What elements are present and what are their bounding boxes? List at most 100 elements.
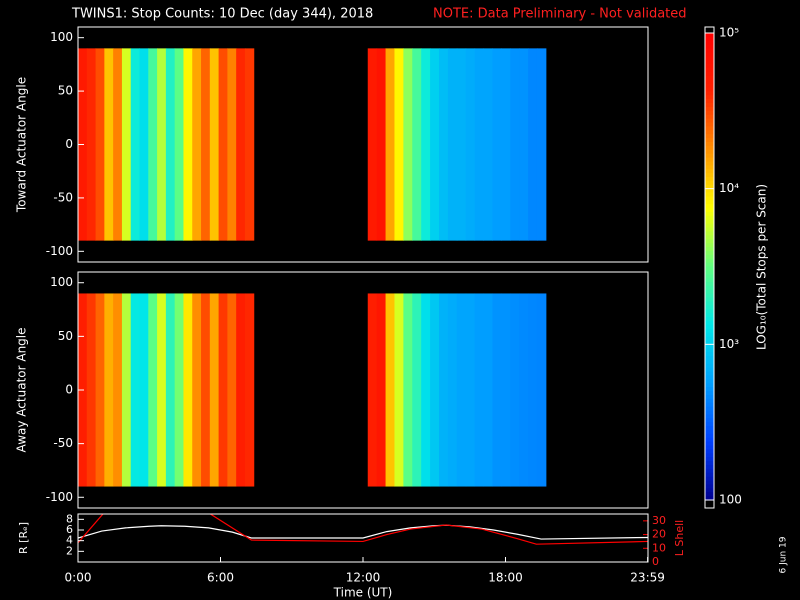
colorbar-cell — [705, 437, 714, 443]
colorbar-cell — [705, 406, 714, 412]
colorbar-cell — [705, 371, 714, 377]
y-tick-label: -100 — [46, 490, 73, 504]
colorbar-cell — [705, 196, 714, 201]
heat-column — [183, 48, 193, 241]
colorbar-cell — [705, 200, 714, 205]
colorbar-cell — [705, 352, 714, 357]
line — [78, 524, 648, 540]
colorbar-cell — [705, 227, 714, 233]
heat-column — [510, 293, 520, 487]
colorbar-cell — [705, 157, 714, 163]
colorbar-cell — [705, 95, 714, 100]
y-axis-label: R [Rₑ] — [17, 522, 30, 554]
heat-column — [139, 293, 149, 487]
heat-column — [403, 48, 413, 241]
heat-column — [236, 293, 246, 487]
colorbar-tick-label: 10⁵ — [719, 26, 739, 40]
heat-column — [113, 293, 123, 487]
x-tick-label: 23:59 — [630, 571, 665, 585]
date-stamp: 6 Jun 19 — [779, 536, 789, 573]
colorbar-cell — [705, 278, 714, 283]
heat-column — [218, 48, 228, 241]
colorbar-cell — [705, 328, 714, 334]
colorbar-cell — [705, 270, 714, 275]
colorbar-cell — [705, 445, 714, 451]
heat-column — [456, 48, 467, 241]
colorbar-cell — [705, 480, 714, 486]
colorbar-cell — [705, 87, 714, 92]
heat-column — [201, 48, 211, 241]
colorbar-cell — [705, 464, 714, 470]
colorbar-cell — [705, 457, 714, 462]
colorbar-cell — [705, 449, 714, 454]
colorbar-cell — [705, 99, 714, 104]
colorbar-cell — [705, 317, 714, 322]
heat-column — [421, 48, 431, 241]
colorbar-cell — [705, 398, 714, 404]
heat-column — [510, 48, 520, 241]
y-tick-label: -100 — [46, 244, 73, 258]
colorbar-cell — [705, 83, 714, 89]
heat-column — [183, 293, 193, 487]
colorbar-cell — [705, 429, 714, 435]
colorbar-cell — [705, 79, 714, 85]
heat-column — [528, 48, 538, 241]
heat-column — [430, 48, 440, 241]
heat-column — [209, 48, 220, 241]
colorbar-cell — [705, 426, 714, 431]
colorbar-cell — [705, 138, 714, 143]
heat-column — [412, 48, 422, 241]
heat-column — [165, 293, 176, 487]
colorbar-cell — [705, 118, 714, 124]
heat-column — [465, 48, 476, 241]
colorbar-cell — [705, 274, 714, 279]
heat-column — [192, 293, 202, 487]
colorbar-cell — [705, 383, 714, 388]
colorbar-cell — [705, 114, 714, 120]
heat-column — [385, 48, 395, 241]
colorbar-cell — [705, 488, 714, 493]
colorbar-cell — [705, 145, 714, 151]
colorbar-cell — [705, 52, 714, 57]
heat-column — [236, 48, 246, 241]
colorbar-cell — [705, 453, 714, 458]
colorbar-cell — [705, 484, 714, 489]
colorbar-tick-label: 100 — [719, 493, 742, 507]
y-tick-label: 100 — [50, 275, 73, 289]
note: NOTE: Data Preliminary - Not validated — [433, 7, 687, 22]
colorbar-cell — [705, 60, 714, 65]
colorbar-cell — [705, 387, 714, 392]
colorbar-cell — [705, 254, 714, 260]
colorbar-cell — [705, 391, 714, 396]
colorbar-cell — [705, 176, 714, 182]
heat-column — [528, 293, 538, 487]
colorbar-cell — [705, 297, 714, 303]
colorbar-cell — [705, 414, 714, 419]
y2-axis-label: L Shell — [673, 520, 686, 556]
colorbar-cell — [705, 441, 714, 447]
heat-column — [148, 293, 158, 487]
colorbar-cell — [705, 208, 714, 213]
colorbar-cell — [705, 320, 714, 326]
heat-column — [412, 293, 422, 487]
heat-column — [474, 293, 485, 487]
heat-column — [376, 48, 387, 241]
y-tick-label: -50 — [53, 190, 73, 204]
colorbar-cell — [705, 402, 714, 408]
colorbar-cell — [705, 48, 714, 54]
heat-column — [244, 293, 255, 487]
colorbar-cell — [705, 239, 714, 244]
colorbar-cell — [705, 161, 714, 166]
heat-column — [483, 293, 493, 487]
panel-frame — [77, 513, 649, 563]
colorbar-cell — [705, 492, 714, 497]
colorbar-cell — [705, 153, 714, 159]
heat-column — [86, 293, 97, 487]
x-axis-label: Time (UT) — [333, 586, 393, 600]
colorbar-cell — [705, 71, 714, 77]
y-tick-label: 8 — [66, 512, 73, 525]
colorbar-cell — [705, 348, 714, 353]
heat-column — [483, 48, 493, 241]
heat-column — [130, 293, 141, 487]
